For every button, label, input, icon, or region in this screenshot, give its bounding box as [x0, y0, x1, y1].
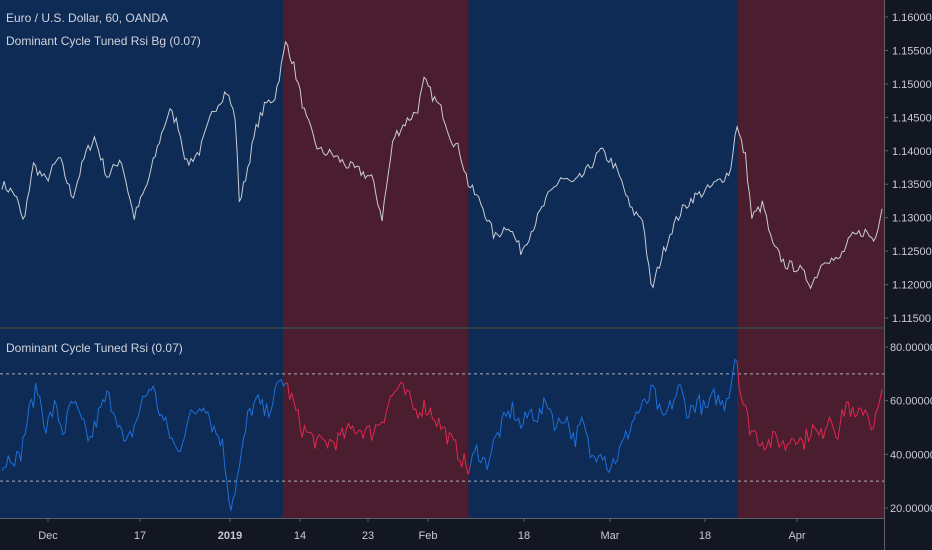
regime-band-bull — [0, 0, 283, 327]
time-tick-label: 17 — [134, 530, 146, 542]
price-tick-label: 1.11500 — [892, 313, 931, 325]
price-tick-label: 1.12000 — [892, 280, 932, 292]
rsi-line-bull — [1, 378, 286, 511]
indicator-rsi-label: Dominant Cycle Tuned Rsi (0.07) — [6, 341, 183, 355]
regime-band-bull — [0, 329, 283, 518]
symbol-title: Euro / U.S. Dollar, 60, OANDA — [6, 11, 169, 25]
time-axis-labels: Dec 17 2019 14 23 Feb 18 Mar 18 Apr — [38, 518, 806, 542]
price-tick-label: 1.14000 — [892, 146, 932, 158]
rsi-tick-label: 40.00000 — [890, 449, 932, 461]
rsi-tick-label: 60.00000 — [890, 396, 932, 408]
rsi-line-bear — [736, 361, 883, 452]
rsi-series — [1, 358, 883, 511]
time-tick-label: 18 — [699, 530, 711, 542]
regime-band-bear — [737, 329, 884, 518]
price-tick-label: 1.12500 — [892, 246, 932, 258]
rsi-tick-label: 80.00000 — [890, 342, 932, 354]
time-tick-label: Feb — [419, 530, 438, 542]
price-tick-label: 1.15000 — [892, 79, 932, 91]
regime-band-bull — [468, 0, 738, 327]
regime-band-bear — [737, 0, 884, 327]
price-tick-label: 1.13000 — [892, 213, 932, 225]
price-series — [1, 40, 883, 290]
indicator-bg-label: Dominant Cycle Tuned Rsi Bg (0.07) — [6, 34, 201, 48]
price-axis-labels: 1.16000 1.15500 1.15000 1.14500 1.14000 1.135… — [884, 12, 932, 325]
regime-band-bear — [282, 329, 469, 518]
price-tick-label: 1.16000 — [892, 12, 932, 24]
regime-background-price — [0, 0, 884, 327]
regime-band-bull — [468, 329, 738, 518]
time-tick-label: Mar — [601, 530, 620, 542]
regime-band-bear — [282, 0, 469, 327]
time-tick-label: 14 — [294, 530, 306, 542]
rsi-axis-labels: 80.00000 60.00000 40.00000 20.00000 — [884, 342, 932, 515]
time-tick-label: Dec — [38, 530, 58, 542]
price-line — [1, 40, 883, 290]
time-tick-label: 23 — [362, 530, 374, 542]
time-tick-label: 18 — [518, 530, 530, 542]
time-tick-label: 2019 — [218, 530, 242, 542]
price-tick-label: 1.13500 — [892, 179, 932, 191]
rsi-line-bull — [469, 358, 738, 474]
time-tick-label: Apr — [788, 530, 805, 542]
rsi-line-bear — [285, 381, 471, 475]
price-tick-label: 1.15500 — [892, 45, 932, 57]
price-tick-label: 1.14500 — [892, 112, 932, 124]
rsi-tick-label: 20.00000 — [890, 503, 932, 515]
regime-background-rsi — [0, 329, 884, 518]
